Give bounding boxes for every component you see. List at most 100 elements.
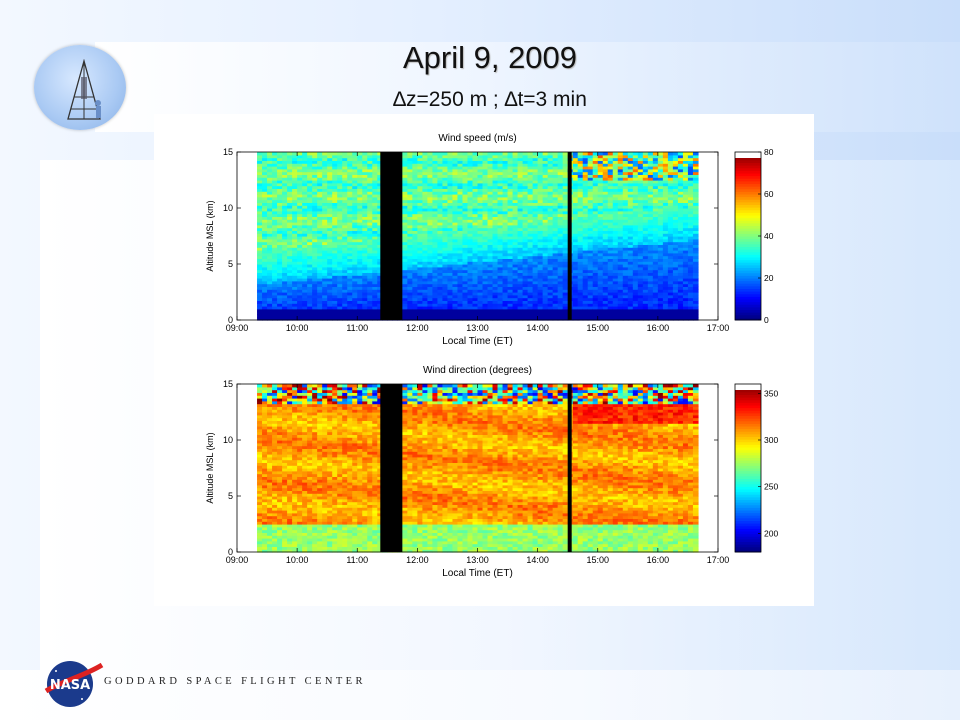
heatmap-cell xyxy=(427,199,434,203)
heatmap-cell xyxy=(267,160,273,164)
heatmap-cell xyxy=(507,210,514,215)
heatmap-cell xyxy=(522,182,529,187)
heatmap-cell xyxy=(272,238,278,243)
heatmap-cell xyxy=(257,213,263,217)
heatmap-cell xyxy=(277,230,283,234)
heatmap-cell xyxy=(467,224,474,229)
heatmap-cell xyxy=(592,202,599,206)
heatmap-cell xyxy=(482,261,489,265)
heatmap-cell xyxy=(442,191,449,195)
heatmap-cell xyxy=(527,163,534,167)
heatmap-cell xyxy=(437,300,444,304)
heatmap-cell xyxy=(462,227,469,231)
heatmap-cell xyxy=(462,196,469,201)
heatmap-cell xyxy=(417,222,423,226)
heatmap-cell xyxy=(492,314,499,318)
heatmap-cell xyxy=(572,303,579,307)
heatmap-cell xyxy=(512,163,519,167)
heatmap-cell xyxy=(262,283,268,287)
heatmap-cell xyxy=(332,216,338,220)
heatmap-cell xyxy=(317,208,323,212)
heatmap-cell xyxy=(547,194,554,198)
heatmap-cell xyxy=(422,233,428,237)
heatmap-cell xyxy=(307,152,313,156)
heatmap-cell xyxy=(347,236,353,240)
heatmap-cell xyxy=(617,275,624,279)
heatmap-cell xyxy=(472,280,479,285)
heatmap-cell xyxy=(437,194,444,198)
heatmap-cell xyxy=(507,163,514,167)
heatmap-cell xyxy=(487,317,494,321)
heatmap-cell xyxy=(262,185,268,189)
heatmap-cell xyxy=(367,308,373,313)
heatmap-cell xyxy=(587,182,594,187)
heatmap-cell xyxy=(297,213,303,217)
heatmap-cell xyxy=(277,222,283,226)
heatmap-cell xyxy=(557,250,564,254)
heatmap-cell xyxy=(272,250,278,254)
heatmap-cell xyxy=(607,252,614,257)
heatmap-cell xyxy=(312,216,318,220)
heatmap-cell xyxy=(532,171,539,175)
heatmap-cell xyxy=(522,294,529,299)
heatmap-cell xyxy=(272,199,278,203)
heatmap-cell xyxy=(292,230,298,234)
heatmap-cell xyxy=(332,289,338,293)
heatmap-cell xyxy=(327,236,333,240)
heatmap-cell xyxy=(627,297,634,301)
heatmap-cell xyxy=(632,264,639,268)
heatmap-cell xyxy=(577,185,584,189)
heatmap-cell xyxy=(622,252,629,257)
heatmap-cell xyxy=(307,244,313,248)
heatmap-cell xyxy=(427,213,434,217)
heatmap-cell xyxy=(312,160,318,164)
heatmap-cell xyxy=(462,194,469,198)
heatmap-cell xyxy=(482,294,489,299)
heatmap-cell xyxy=(607,222,614,226)
heatmap-cell xyxy=(617,216,624,220)
heatmap-cell xyxy=(457,289,464,293)
heatmap-cell xyxy=(357,300,363,304)
heatmap-cell xyxy=(547,303,554,307)
heatmap-cell xyxy=(522,289,529,293)
heatmap-cell xyxy=(517,317,524,321)
heatmap-cell xyxy=(432,227,439,231)
heatmap-cell xyxy=(322,174,328,178)
heatmap-cell xyxy=(537,286,544,290)
heatmap-cell xyxy=(422,272,428,276)
heatmap-cell xyxy=(407,224,413,229)
heatmap-cell xyxy=(537,210,544,215)
heatmap-cell xyxy=(332,168,338,173)
heatmap-cell xyxy=(287,294,293,299)
heatmap-cell xyxy=(622,275,629,279)
heatmap-cell xyxy=(372,213,378,217)
heatmap-cell xyxy=(312,233,318,237)
heatmap-cell xyxy=(527,250,534,254)
heatmap-cell xyxy=(482,233,489,237)
heatmap-cell xyxy=(557,252,564,257)
heatmap-cell xyxy=(332,303,338,307)
heatmap-cell xyxy=(402,160,408,164)
heatmap-cell xyxy=(547,311,554,315)
heatmap-cell xyxy=(462,157,469,161)
heatmap-cell xyxy=(537,269,544,273)
heatmap-cell xyxy=(577,199,584,203)
heatmap-cell xyxy=(457,283,464,287)
heatmap-cell xyxy=(492,222,499,226)
heatmap-cell xyxy=(422,213,428,217)
heatmap-cell xyxy=(617,300,624,304)
heatmap-cell xyxy=(497,297,504,301)
heatmap-cell xyxy=(497,194,504,198)
heatmap-cell xyxy=(432,216,439,220)
heatmap-cell xyxy=(372,264,378,268)
heatmap-cell xyxy=(597,278,604,282)
heatmap-cell xyxy=(467,294,474,299)
heatmap-cell xyxy=(547,154,554,159)
heatmap-cell xyxy=(337,255,343,259)
heatmap-cell xyxy=(257,224,263,229)
heatmap-cell xyxy=(442,297,449,301)
heatmap-cell xyxy=(342,275,348,279)
heatmap-cell xyxy=(572,222,579,226)
heatmap-cell xyxy=(282,208,288,212)
heatmap-cell xyxy=(502,227,509,231)
